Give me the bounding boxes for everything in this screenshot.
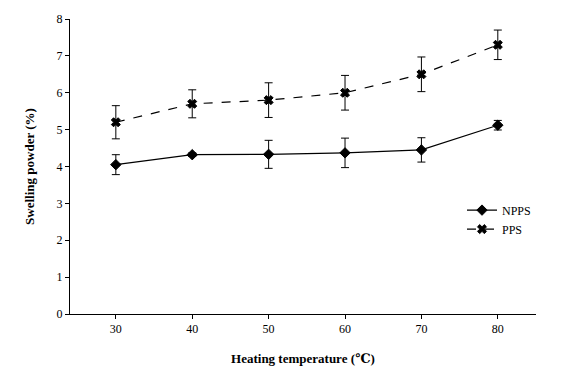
svg-text:30: 30 bbox=[110, 322, 122, 336]
svg-text:6: 6 bbox=[57, 86, 63, 100]
svg-text:Heating temperature (℃): Heating temperature (℃) bbox=[231, 351, 375, 366]
svg-text:80: 80 bbox=[492, 322, 504, 336]
svg-text:50: 50 bbox=[263, 322, 275, 336]
svg-text:8: 8 bbox=[57, 12, 63, 26]
svg-text:Swelling powder (%): Swelling powder (%) bbox=[22, 108, 37, 225]
svg-text:2: 2 bbox=[57, 233, 63, 247]
svg-text:PPS: PPS bbox=[502, 223, 522, 237]
svg-text:4: 4 bbox=[57, 160, 63, 174]
svg-text:7: 7 bbox=[57, 49, 63, 63]
svg-text:1: 1 bbox=[57, 270, 63, 284]
svg-text:5: 5 bbox=[57, 123, 63, 137]
svg-text:40: 40 bbox=[186, 322, 198, 336]
svg-text:70: 70 bbox=[415, 322, 427, 336]
svg-text:NPPS: NPPS bbox=[502, 204, 531, 218]
svg-text:60: 60 bbox=[339, 322, 351, 336]
svg-text:3: 3 bbox=[57, 197, 63, 211]
svg-text:0: 0 bbox=[57, 307, 63, 321]
